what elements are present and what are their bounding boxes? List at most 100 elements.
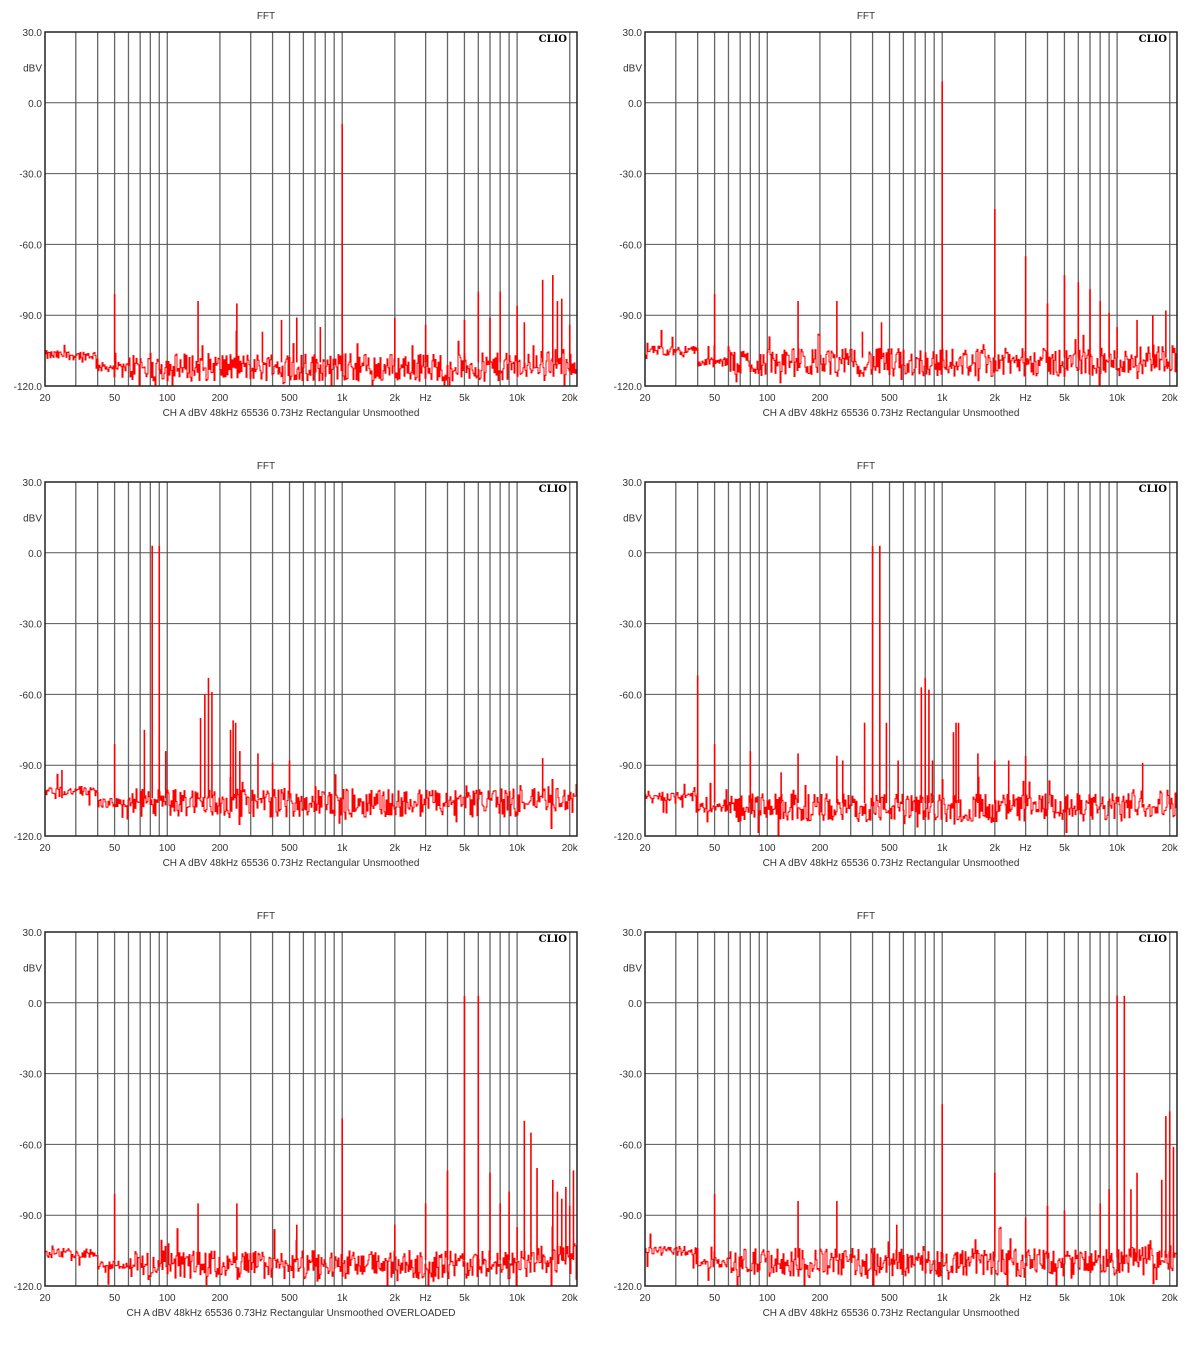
x-tick-label: 50 (109, 1293, 121, 1304)
x-tick-label: 200 (212, 393, 229, 404)
noise-floor-trace (644, 776, 1178, 837)
x-tick-label: 5k (459, 843, 471, 854)
y-tick-label: 30.0 (623, 28, 643, 39)
y-tick-label: -30.0 (619, 1070, 642, 1081)
x-tick-label: Hz (420, 843, 432, 854)
y-tick-label: 30.0 (23, 478, 43, 489)
x-tick-label: 2k (390, 1293, 402, 1304)
clio-logo: CLIO (539, 934, 568, 945)
chart-title: FFT (857, 911, 875, 922)
y-tick-label: -120.0 (14, 1282, 43, 1293)
plot-frame (644, 481, 1178, 837)
measurement-settings: CH A dBV 48kHz 65536 0.73Hz Rectangular … (763, 858, 1020, 869)
x-tick-label: 20 (39, 1293, 51, 1304)
x-tick-label: 20k (1162, 843, 1179, 854)
clio-logo: CLIO (1139, 484, 1168, 495)
x-tick-label: 2k (990, 393, 1002, 404)
chart-title: FFT (257, 11, 275, 22)
x-tick-label: 100 (159, 1293, 176, 1304)
x-tick-label: 10k (509, 393, 526, 404)
y-tick-label: 0.0 (28, 99, 42, 110)
measurement-settings: CH A dBV 48kHz 65536 0.73Hz Rectangular … (763, 1308, 1020, 1319)
y-tick-label: -60.0 (619, 1140, 642, 1151)
x-tick-label: 2k (390, 393, 402, 404)
x-tick-label: 10k (1109, 843, 1126, 854)
measurement-settings: CH A dBV 48kHz 65536 0.73Hz Rectangular … (163, 858, 420, 869)
y-tick-label: 0.0 (628, 99, 642, 110)
y-tick-label: 0.0 (628, 549, 642, 560)
plot-frame (44, 31, 578, 387)
y-axis-label: dBV (623, 63, 642, 74)
x-tick-label: 500 (881, 393, 898, 404)
fft-panel-5: FFT 30.0 0.0 -30.0 -60.0 -90.0 -120.0 dBV 20 50 10… (14, 911, 579, 1319)
x-tick-label: 10k (1109, 393, 1126, 404)
x-tick-label: 2k (390, 843, 402, 854)
x-tick-label: Hz (420, 1293, 432, 1304)
plot-frame (644, 31, 1178, 387)
x-tick-label: 20k (562, 1293, 579, 1304)
y-tick-label: -30.0 (19, 1070, 42, 1081)
y-tick-label: -30.0 (19, 620, 42, 631)
noise-floor-trace (44, 1226, 578, 1287)
x-tick-label: 20k (1162, 393, 1179, 404)
x-tick-label: 200 (812, 393, 829, 404)
y-tick-label: 30.0 (23, 28, 43, 39)
fft-panel-2: FFT 30.0 0.0 -30.0 -60.0 -90.0 -120.0 dBV 20 50 10… (614, 11, 1179, 419)
x-tick-label: 10k (509, 1293, 526, 1304)
x-tick-label: 50 (709, 1293, 721, 1304)
x-tick-label: 500 (881, 843, 898, 854)
y-tick-label: 30.0 (623, 928, 643, 939)
x-tick-label: 50 (709, 843, 721, 854)
y-tick-label: -90.0 (19, 1211, 42, 1222)
x-tick-label: 20 (639, 1293, 651, 1304)
chart-title: FFT (857, 11, 875, 22)
measurement-settings: CH A dBV 48kHz 65536 0.73Hz Rectangular … (126, 1308, 455, 1319)
x-tick-label: 1k (937, 843, 949, 854)
x-tick-label: 500 (281, 1293, 298, 1304)
noise-floor-trace (44, 773, 578, 829)
y-tick-label: -60.0 (19, 240, 42, 251)
y-tick-label: -120.0 (614, 1282, 643, 1293)
x-tick-label: 20 (39, 393, 51, 404)
noise-floor-trace (644, 329, 1178, 387)
fft-panel-4: FFT 30.0 0.0 -30.0 -60.0 -90.0 -120.0 dBV 20 50 10… (614, 461, 1179, 869)
chart-title: FFT (257, 911, 275, 922)
y-axis-label: dBV (23, 63, 42, 74)
x-tick-label: Hz (1020, 843, 1032, 854)
x-tick-label: 1k (937, 393, 949, 404)
x-tick-label: 5k (1059, 393, 1071, 404)
noise-floor-trace (644, 1226, 1178, 1287)
y-axis-label: dBV (23, 513, 42, 524)
y-tick-label: -120.0 (14, 832, 43, 843)
y-tick-label: -120.0 (614, 832, 643, 843)
x-tick-label: 200 (212, 843, 229, 854)
x-tick-label: 200 (812, 1293, 829, 1304)
y-axis-label: dBV (23, 963, 42, 974)
x-tick-label: 200 (212, 1293, 229, 1304)
y-axis-label: dBV (623, 963, 642, 974)
x-tick-label: 500 (881, 1293, 898, 1304)
y-tick-label: -30.0 (19, 170, 42, 181)
x-tick-label: 5k (459, 393, 471, 404)
y-tick-label: -90.0 (19, 761, 42, 772)
y-tick-label: 0.0 (28, 549, 42, 560)
y-tick-label: -90.0 (619, 1211, 642, 1222)
x-tick-label: Hz (1020, 393, 1032, 404)
y-tick-label: -30.0 (619, 170, 642, 181)
x-tick-label: 200 (812, 843, 829, 854)
x-tick-label: 50 (109, 843, 121, 854)
y-tick-label: -120.0 (614, 382, 643, 393)
x-tick-label: 100 (759, 843, 776, 854)
fft-panel-6: FFT 30.0 0.0 -30.0 -60.0 -90.0 -120.0 dBV 20 50 10… (614, 911, 1179, 1319)
clio-logo: CLIO (1139, 934, 1168, 945)
measurement-settings: CH A dBV 48kHz 65536 0.73Hz Rectangular … (763, 408, 1020, 419)
y-tick-label: -60.0 (619, 690, 642, 701)
y-tick-label: 0.0 (628, 999, 642, 1010)
x-tick-label: 20k (1162, 1293, 1179, 1304)
x-tick-label: 5k (459, 1293, 471, 1304)
x-tick-label: 1k (337, 843, 349, 854)
plot-frame (44, 481, 578, 837)
plot-frame (44, 931, 578, 1287)
x-tick-label: 20 (639, 393, 651, 404)
x-tick-label: 100 (159, 393, 176, 404)
